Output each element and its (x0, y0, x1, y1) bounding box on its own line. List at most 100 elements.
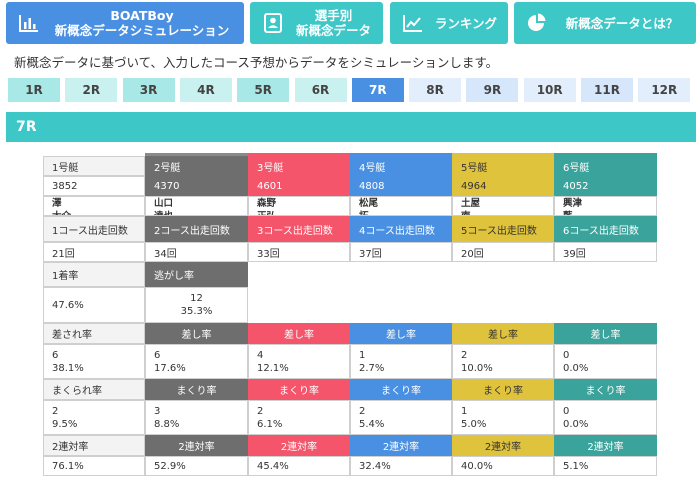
bar-chart-icon (18, 12, 40, 34)
rentai-rate-label-2: 2連対率 (145, 435, 248, 456)
win-rate-label: 1着率 (43, 262, 145, 287)
sashi-rate-label-2: 差し率 (145, 323, 248, 344)
course-starts-6: 39回 (554, 242, 657, 262)
course-starts-label-4: 4コース出走回数 (350, 216, 452, 242)
rentai-rate-label-6: 2連対率 (554, 435, 657, 456)
sasare-rate-value: 6 38.1% (43, 344, 145, 379)
racer-name-4: 松尾拓 (350, 196, 452, 216)
boat-id-3: 4601 (248, 176, 350, 196)
boat-label-3: 3号艇 (248, 156, 350, 176)
nav-player-line1: 選手別 (314, 8, 353, 23)
race-tab-5r[interactable]: 5R (237, 78, 290, 102)
course-starts-label-5: 5コース出走回数 (452, 216, 554, 242)
sashi-rate-value-4: 1 2.7% (350, 344, 452, 379)
rentai-rate-label-1: 2連対率 (43, 435, 145, 456)
sashi-rate-value-2: 6 17.6% (145, 344, 248, 379)
race-tab-10r[interactable]: 10R (523, 78, 576, 102)
boat-label-6: 6号艇 (554, 156, 657, 176)
nav-player-data-button[interactable]: 選手別 新概念データ (250, 2, 383, 44)
boat-label-1: 1号艇 (43, 156, 145, 176)
course-starts-label-1: 1コース出走回数 (43, 216, 145, 242)
boat-id-1: 3852 (43, 176, 145, 196)
course-starts-5: 20回 (452, 242, 554, 262)
racer-name-6: 興津藍 (554, 196, 657, 216)
sashi-rate-label-4: 差し率 (350, 323, 452, 344)
sasare-rate-label: 差され率 (43, 323, 145, 344)
rentai-rate-value-2: 52.9% (145, 456, 248, 476)
nav-simulation-button[interactable]: BOATBoy 新概念データシミュレーション (6, 2, 244, 44)
rentai-rate-value-5: 40.0% (452, 456, 554, 476)
racer-name-3: 森野正弘 (248, 196, 350, 216)
makuri-rate-label-2: まくり率 (145, 379, 248, 400)
rentai-rate-label-4: 2連対率 (350, 435, 452, 456)
race-tab-6r[interactable]: 6R (294, 78, 347, 102)
course-starts-4: 37回 (350, 242, 452, 262)
race-tab-1r[interactable]: 1R (8, 78, 60, 102)
nigashi-rate-label: 逃がし率 (145, 262, 248, 287)
race-tab-9r[interactable]: 9R (466, 78, 519, 102)
makuri-rate-label-4: まくり率 (350, 379, 452, 400)
race-tab-2r[interactable]: 2R (65, 78, 118, 102)
nav-ranking-label: ランキング (434, 15, 498, 31)
nav-player-line2: 新概念データ (295, 23, 371, 38)
boat-label-2: 2号艇 (145, 156, 248, 176)
rentai-rate-label-3: 2連対率 (248, 435, 350, 456)
race-tab-12r[interactable]: 12R (638, 78, 691, 102)
course-starts-2: 34回 (145, 242, 248, 262)
boat-color-strip (350, 153, 452, 156)
nigashi-rate-value: 12 35.3% (145, 287, 248, 323)
sashi-rate-label-5: 差し率 (452, 323, 554, 344)
boat-color-strip (554, 153, 657, 156)
boat-id-5: 4964 (452, 176, 554, 196)
race-tabs: 1R 2R 3R 4R 5R 6R 7R 8R 9R 10R 11R 12R (8, 78, 696, 102)
rentai-rate-value-1: 76.1% (43, 456, 145, 476)
race-tab-8r[interactable]: 8R (409, 78, 462, 102)
id-card-icon (262, 12, 284, 34)
nav-ranking-button[interactable]: ランキング (390, 2, 508, 44)
top-navigation: BOATBoy 新概念データシミュレーション 選手別 新概念データ ランキング 新概… (0, 0, 700, 46)
nav-about-label: 新概念データとは？ (565, 15, 679, 31)
boat-color-strip (452, 153, 554, 156)
rentai-rate-value-3: 45.4% (248, 456, 350, 476)
boat-color-strip (248, 153, 350, 156)
makuri-rate-value-6: 0 0.0% (554, 400, 657, 435)
race-tab-4r[interactable]: 4R (179, 78, 232, 102)
race-tab-3r[interactable]: 3R (122, 78, 175, 102)
course-starts-label-3: 3コース出走回数 (248, 216, 350, 242)
racer-name-5: 土屋南 (452, 196, 554, 216)
makuri-rate-label-3: まくり率 (248, 379, 350, 400)
course-starts-label-6: 6コース出走回数 (554, 216, 657, 242)
course-starts-1: 21回 (43, 242, 145, 262)
rentai-rate-value-6: 5.1% (554, 456, 657, 476)
win-rate-value: 47.6% (43, 287, 145, 323)
nav-simulation-line2: 新概念データシミュレーション (54, 23, 230, 38)
sashi-rate-value-6: 0 0.0% (554, 344, 657, 379)
page-description: 新概念データに基づいて、入力したコース予想からデータをシミュレーションします。 (14, 55, 499, 70)
makuri-rate-value-3: 2 6.1% (248, 400, 350, 435)
course-starts-3: 33回 (248, 242, 350, 262)
course-starts-label-2: 2コース出走回数 (145, 216, 248, 242)
makurare-rate-label: まくられ率 (43, 379, 145, 400)
rentai-rate-value-4: 32.4% (350, 456, 452, 476)
makurare-rate-value: 2 9.5% (43, 400, 145, 435)
rentai-rate-label-5: 2連対率 (452, 435, 554, 456)
selected-race-header: 7R (6, 112, 696, 142)
line-chart-icon (402, 12, 424, 34)
makuri-rate-value-4: 2 5.4% (350, 400, 452, 435)
boat-label-4: 4号艇 (350, 156, 452, 176)
sashi-rate-label-6: 差し率 (554, 323, 657, 344)
race-tab-11r[interactable]: 11R (581, 78, 633, 102)
boat-color-strip (145, 153, 248, 156)
boat-id-2: 4370 (145, 176, 248, 196)
race-tab-7r[interactable]: 7R (351, 78, 404, 102)
sashi-rate-label-3: 差し率 (248, 323, 350, 344)
makuri-rate-value-2: 3 8.8% (145, 400, 248, 435)
racer-name-2: 山口達也 (145, 196, 248, 216)
pie-chart-icon (526, 12, 548, 34)
nav-about-button[interactable]: 新概念データとは？ (514, 2, 696, 44)
sashi-rate-value-3: 4 12.1% (248, 344, 350, 379)
boat-label-5: 5号艇 (452, 156, 554, 176)
sashi-rate-value-5: 2 10.0% (452, 344, 554, 379)
makuri-rate-label-5: まくり率 (452, 379, 554, 400)
racer-name-1: 澤大介 (43, 196, 145, 216)
